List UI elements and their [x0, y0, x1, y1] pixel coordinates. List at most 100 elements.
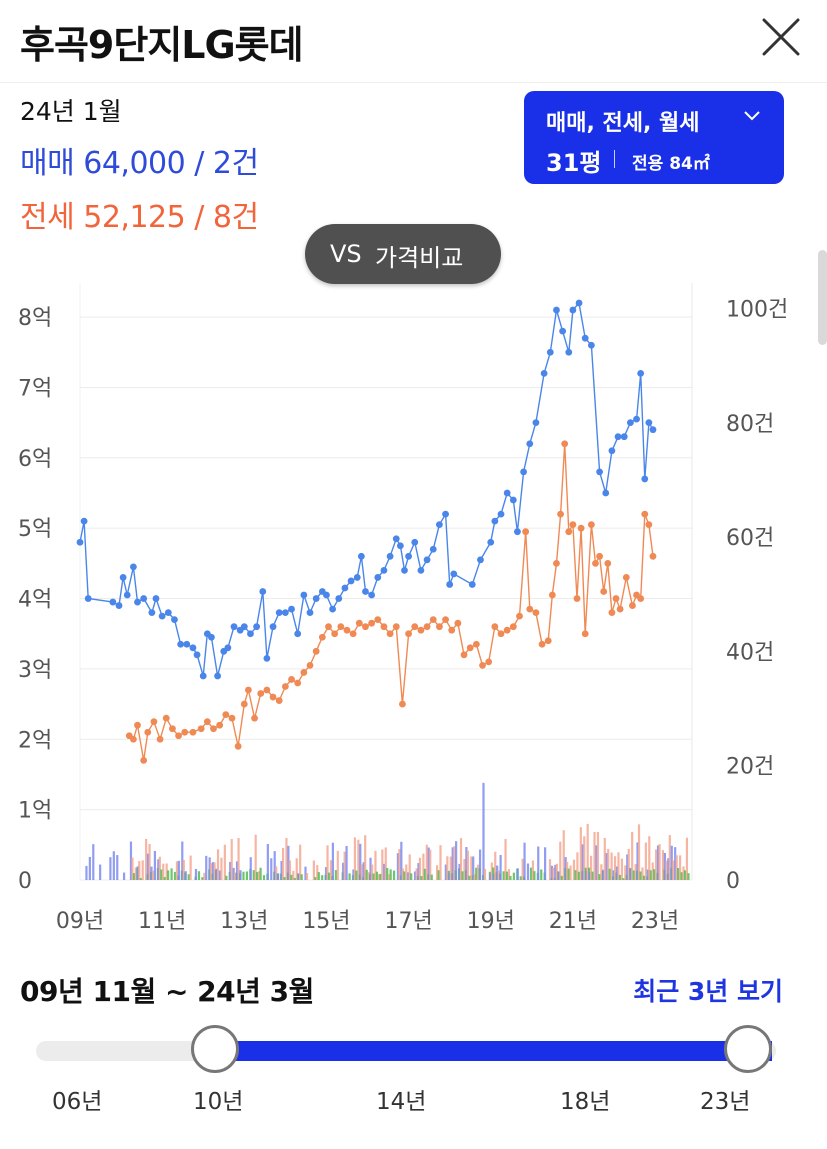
volume-bar	[275, 866, 278, 880]
volume-bar	[343, 851, 346, 880]
jeonse-price-point	[629, 602, 636, 609]
jeonse-price-point	[645, 521, 653, 529]
volume-bar	[544, 847, 547, 880]
volume-bar	[225, 875, 228, 880]
volume-bar	[637, 824, 641, 880]
x-tick-label: 19년	[467, 909, 515, 934]
volume-bar	[112, 851, 115, 880]
jeonse-price-point	[234, 742, 242, 750]
y-left-tick-label: 5억	[18, 517, 52, 542]
volume-bar	[129, 841, 133, 880]
sale-price-point	[405, 552, 412, 560]
recent-3-years-link[interactable]: 최근 3년 보기	[633, 977, 783, 1006]
sale-price-point	[386, 552, 394, 560]
volume-bar	[499, 854, 502, 880]
volume-bar	[314, 877, 317, 880]
volume-bar	[136, 866, 139, 880]
volume-bar	[223, 844, 226, 880]
volume-bar	[277, 873, 280, 880]
jeonse-price-point	[448, 626, 456, 634]
slider-end-handle[interactable]	[724, 1025, 772, 1073]
sale-price-point	[275, 609, 283, 617]
volume-bar	[283, 877, 286, 880]
volume-bar	[572, 859, 576, 880]
compare-label: 가격비교	[375, 244, 464, 272]
jeonse-price-point	[573, 595, 581, 602]
volume-bar	[634, 864, 637, 880]
volume-bar	[453, 846, 456, 880]
volume-bar	[531, 860, 535, 880]
jeonse-price-point	[263, 686, 271, 694]
jeonse-price-point	[392, 623, 400, 631]
volume-bar	[408, 854, 411, 880]
volume-bar	[540, 869, 543, 880]
price-compare-button[interactable]: VS 가격비교	[305, 224, 501, 284]
sale-price-point	[123, 591, 131, 599]
period-slider[interactable]	[36, 1020, 776, 1084]
volume-bar	[612, 870, 615, 880]
volume-bar	[533, 871, 536, 880]
volume-bar	[292, 870, 295, 880]
sale-price-point	[602, 489, 610, 497]
volume-bar	[605, 853, 608, 880]
sale-price-point	[477, 556, 484, 564]
volume-bar	[407, 872, 410, 880]
volume-bar	[622, 878, 625, 880]
jeonse-price-point	[288, 676, 295, 683]
volume-bar	[430, 874, 433, 880]
jeonse-price-point	[318, 633, 326, 641]
volume-bar	[566, 861, 569, 880]
volume-bar	[297, 873, 300, 880]
sale-price-point	[596, 468, 603, 476]
volume-bar	[321, 875, 324, 880]
volume-bar	[602, 869, 605, 880]
sale-price-point	[581, 334, 589, 342]
volume-bar	[187, 874, 190, 880]
volume-bar	[613, 856, 617, 880]
volume-bar	[237, 838, 240, 880]
volume-bar	[377, 874, 380, 880]
volume-bar	[131, 857, 134, 880]
volume-bar	[177, 860, 180, 880]
trade-type-selector[interactable]: 매매, 전세, 월세 31평 전용 84㎡	[524, 91, 784, 184]
y-right-tick-label: 60건	[726, 526, 774, 551]
volume-bar	[232, 867, 235, 880]
scrollbar[interactable]	[818, 250, 827, 345]
chevron-down-icon	[742, 105, 762, 131]
volume-bar	[139, 878, 142, 880]
volume-bar	[678, 855, 682, 880]
volume-bar	[607, 848, 610, 880]
volume-bar	[552, 867, 555, 880]
volume-bar	[455, 841, 458, 880]
volume-bar	[429, 849, 432, 880]
sale-price-point	[649, 426, 657, 434]
jeonse-price-point	[503, 626, 511, 634]
jeonse-price-point	[300, 669, 308, 676]
sale-price-point	[553, 306, 560, 314]
volume-bar	[529, 867, 533, 880]
divider	[614, 150, 615, 168]
volume-bar	[85, 865, 88, 880]
volume-bar	[667, 858, 670, 880]
volume-bar	[418, 857, 422, 880]
sale-price-point	[442, 510, 449, 518]
volume-bar	[288, 860, 291, 880]
volume-bar	[494, 851, 497, 880]
volume-bar	[675, 855, 678, 880]
sale-price-point	[633, 415, 640, 423]
sale-price-point	[401, 566, 408, 574]
y-left-tick-label: 6억	[18, 447, 52, 472]
volume-bar	[92, 844, 95, 880]
volume-bar	[386, 867, 389, 880]
volume-bar	[210, 863, 213, 880]
volume-bar	[305, 873, 309, 880]
volume-bar	[170, 868, 173, 880]
volume-bar	[345, 845, 348, 880]
jeonse-price-point	[269, 693, 277, 701]
slider-start-handle[interactable]	[191, 1025, 239, 1073]
sale-price-point	[76, 538, 84, 546]
close-icon[interactable]	[758, 14, 804, 60]
volume-bar	[577, 871, 581, 880]
x-tick-label: 21년	[549, 909, 597, 934]
volume-bar	[362, 862, 365, 880]
